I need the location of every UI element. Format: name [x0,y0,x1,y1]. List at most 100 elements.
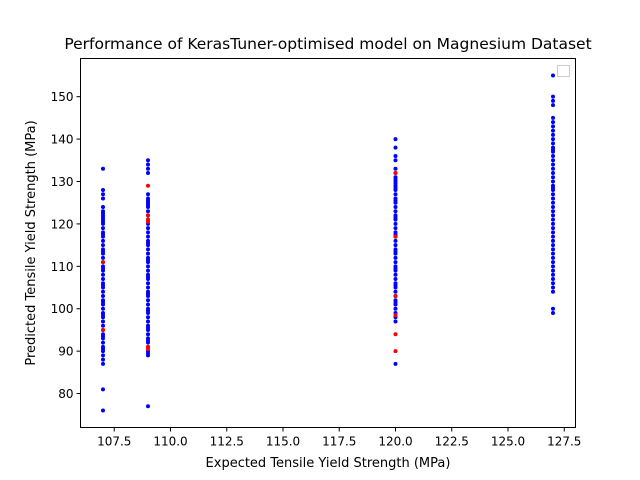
data-point [146,264,150,269]
y-tick-label: 120 [51,217,74,231]
data-point [393,158,398,163]
data-point [551,289,555,294]
data-point [146,332,150,337]
data-point [146,238,150,243]
data-point [393,294,398,299]
data-point [146,162,150,167]
data-point [551,196,555,201]
y-tick-label: 150 [51,90,74,104]
data-point [146,255,150,260]
data-point [146,166,150,171]
data-point [551,154,555,159]
data-point [101,319,105,324]
x-tick-label: 115.0 [266,435,300,449]
y-tick-label: 140 [51,133,74,147]
data-point [146,247,150,252]
data-point [146,315,150,320]
data-point [393,154,398,159]
data-point [146,226,150,231]
data-point [393,264,398,269]
data-point [146,268,150,273]
data-point [101,332,105,337]
data-point [551,128,555,133]
data-point [551,230,555,235]
y-axis-ticks: 80 90 100 110 120 130 140 150 [51,90,81,401]
data-point [146,192,150,197]
y-axis-label: Predicted Tensile Yield Strength (MPa) [24,120,39,365]
data-point [101,226,105,231]
data-point [393,145,398,150]
data-point [146,404,150,409]
data-point [146,302,150,307]
y-tick-label: 80 [58,387,73,401]
data-point [146,285,150,290]
data-point [101,298,105,303]
data-point [393,313,398,318]
data-point [101,196,105,201]
data-point [393,196,398,201]
data-point [551,264,555,269]
data-point [146,336,150,341]
data-point [393,289,398,294]
data-point [551,73,555,78]
data-point [551,306,555,311]
data-point [551,268,555,273]
data-point [101,238,105,243]
data-point [146,217,150,222]
x-tick-label: 107.5 [97,435,131,449]
x-tick-label: 112.5 [210,435,244,449]
y-tick-label: 110 [51,260,74,274]
data-point [551,98,555,103]
data-point [101,230,105,235]
data-point [551,162,555,167]
data-point [551,255,555,260]
data-point [146,251,150,256]
data-point [393,298,398,303]
data-point [551,158,555,163]
data-point [146,306,150,311]
data-point [101,264,105,269]
data-point [551,234,555,239]
data-point [551,200,555,205]
data-point [393,349,398,354]
data-point [146,298,150,303]
data-point [551,166,555,171]
data-point [393,166,398,171]
data-point [393,213,398,218]
data-point [101,272,105,277]
data-point [146,213,150,218]
data-point [146,289,150,294]
data-point [551,132,555,137]
data-point [101,277,105,282]
x-tick-label: 117.5 [322,435,356,449]
data-point [146,158,150,163]
data-point [393,319,398,324]
data-point [551,94,555,99]
data-point [551,115,555,120]
data-point [101,255,105,260]
data-point [101,340,105,345]
data-point [551,183,555,188]
data-point [551,175,555,180]
data-point [393,209,398,214]
x-tick-label: 122.5 [435,435,469,449]
data-point [551,281,555,286]
data-point [551,137,555,142]
data-point [551,141,555,146]
x-axis-ticks: 107.5 110.0 112.5 115.0 117.5 120.0 122.5 125.0… [97,427,581,449]
y-tick-label: 90 [58,345,73,359]
data-point [393,192,398,197]
data-point [551,192,555,197]
legend-box [557,65,570,77]
data-point [393,204,398,209]
data-point [101,187,105,192]
data-point [101,209,105,214]
data-point [101,260,105,265]
data-point [101,353,105,358]
data-point [393,247,398,252]
data-point [146,230,150,235]
data-point [101,306,105,311]
data-point [551,238,555,243]
